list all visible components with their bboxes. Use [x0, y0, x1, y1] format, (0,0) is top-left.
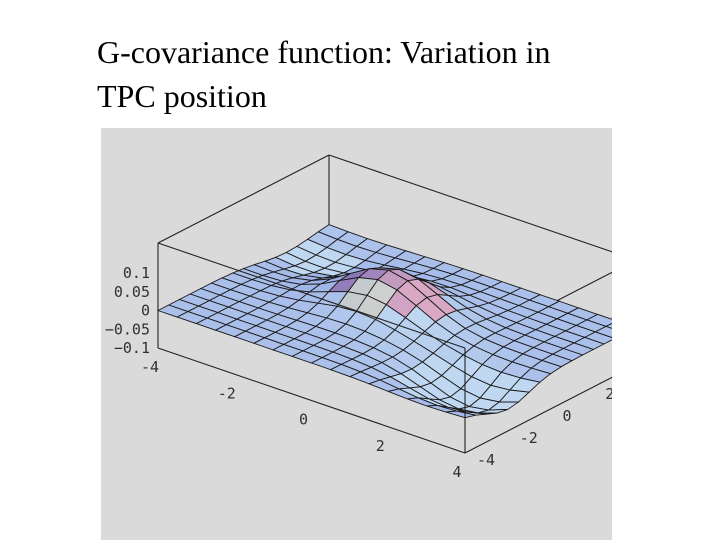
- z-tick-label: 0: [141, 302, 150, 320]
- box-edge-front-top: [157, 242, 466, 349]
- z-tick-label: −0.05: [105, 320, 150, 338]
- surface-patch: [445, 410, 476, 419]
- box-front-frame: [157, 242, 612, 454]
- x-tick-label: 0: [299, 411, 308, 429]
- x-tick-label: -2: [218, 384, 236, 402]
- box-edge-left-top: [157, 154, 330, 244]
- z-tick-label: −0.1: [114, 339, 150, 357]
- y-tick-label: 0: [563, 407, 572, 425]
- box-edge-front-bottom: [157, 347, 466, 454]
- surface-patch: [604, 322, 612, 329]
- x-tick-label: 2: [376, 437, 385, 455]
- y-tick-label: -2: [520, 429, 538, 447]
- x-tick-label: 4: [452, 463, 461, 481]
- y-tick-label: 2: [605, 385, 612, 403]
- slide-title: G-covariance function: Variation in TPC …: [97, 30, 657, 118]
- box-edge-right-bottom: [464, 376, 612, 454]
- x-tick-label: -4: [141, 358, 159, 376]
- box-edge-back-top: [328, 154, 612, 253]
- y-tick-label: -4: [477, 451, 495, 469]
- slide-title-line2: TPC position: [97, 78, 267, 114]
- z-tick-label: 0.05: [114, 283, 150, 301]
- slide-title-line1: G-covariance function: Variation in: [97, 34, 551, 70]
- z-tick-label: 0.1: [123, 264, 150, 282]
